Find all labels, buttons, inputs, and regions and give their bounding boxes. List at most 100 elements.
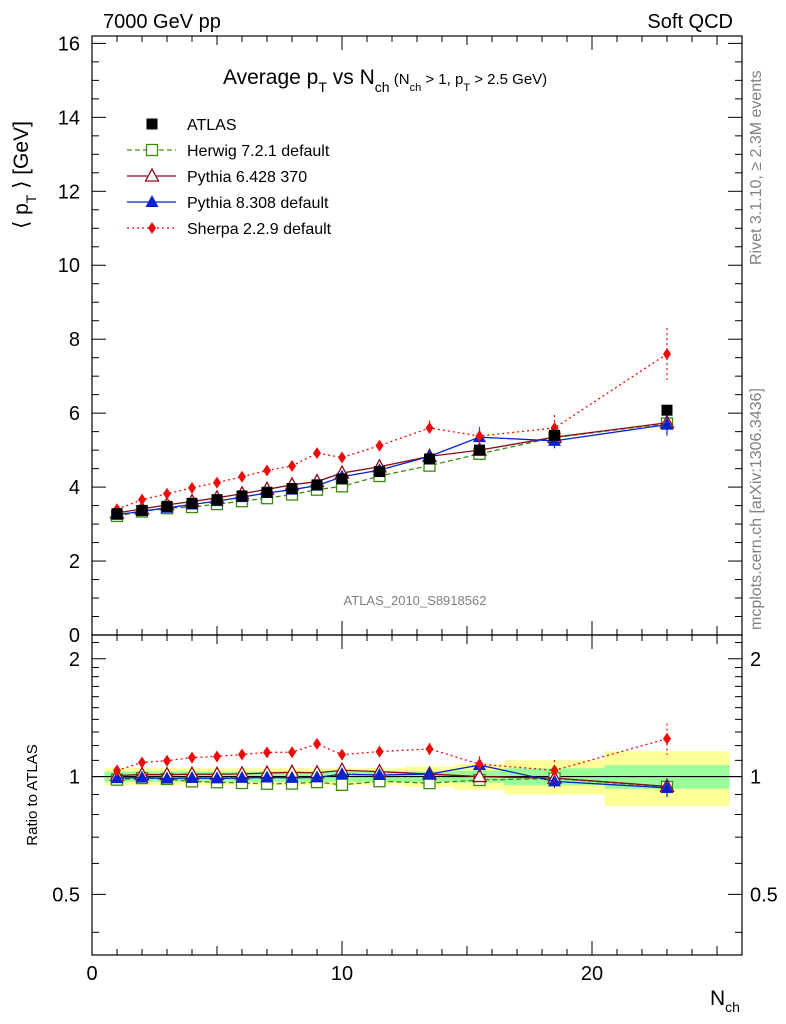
- legend-marker: [145, 195, 159, 207]
- legend-label: ATLAS: [187, 117, 237, 134]
- legend-marker: [145, 143, 159, 157]
- series-3-point: [213, 476, 221, 489]
- series-3-point: [663, 347, 671, 360]
- series-3-ratio-point: [475, 758, 484, 771]
- ratio-plot-area: 0 10 20 0.5 0.5 1 1 2 2: [52, 634, 778, 985]
- legend-entry: ATLAS: [146, 117, 237, 134]
- y-tick-label: 6: [69, 403, 80, 425]
- y-tick-label: 0: [69, 625, 80, 647]
- legend-entry: Pythia 8.308 default: [127, 195, 329, 212]
- y-tick-label: 2: [69, 551, 80, 573]
- atlas-data-point: [474, 444, 485, 456]
- series-3-point: [475, 430, 484, 443]
- series-3-ratio-point: [213, 750, 221, 763]
- series-3-ratio-point: [425, 742, 434, 755]
- series-2-ratio-point: [110, 771, 124, 784]
- atlas-data-point: [261, 486, 273, 498]
- ratio-frame: [91, 634, 743, 956]
- series-2-ratio-point: [235, 770, 249, 783]
- y-tick-label: 12: [58, 181, 80, 203]
- atlas-data-point: [311, 479, 323, 491]
- atlas-data-point: [336, 473, 348, 485]
- ratio-tick-label-left: 2: [69, 649, 80, 671]
- series-3-point: [238, 470, 246, 483]
- series-3-point: [188, 481, 196, 494]
- series-3-ratio-point: [550, 764, 559, 777]
- series-3-point: [375, 439, 384, 452]
- series-2-ratio-point: [373, 768, 386, 781]
- atlas-data-point: [136, 504, 148, 516]
- series-3-point: [263, 464, 271, 477]
- ratio-tick-label-right: 1: [750, 767, 761, 789]
- series-1-ratio-point: [471, 768, 488, 783]
- y-tick-label: 8: [69, 329, 80, 351]
- x-tick-label: 10: [331, 963, 353, 985]
- series-3-point: [425, 421, 434, 434]
- atlas-data-point: [236, 490, 248, 502]
- series-2-ratio-point: [310, 770, 324, 783]
- series-3-ratio-point: [338, 748, 346, 761]
- series-2-ratio-point: [185, 771, 199, 784]
- legend-label: Herwig 7.2.1 default: [187, 143, 330, 160]
- series-2-ratio-point: [423, 767, 436, 780]
- legend-entry: Pythia 6.428 370: [127, 167, 307, 186]
- series-3-ratio-point: [163, 754, 171, 767]
- ratio-tick-label-left: 0.5: [52, 884, 80, 906]
- atlas-data-point: [211, 494, 223, 506]
- atlas-data-point: [549, 429, 560, 441]
- analysis-watermark: ATLAS_2010_S8918562: [344, 593, 487, 608]
- series-3-point: [288, 460, 296, 473]
- ratio-tick-label-right: 2: [750, 649, 761, 671]
- series-3-ratio-point: [113, 764, 121, 777]
- series-2-ratio-point: [260, 770, 274, 783]
- series-3-ratio-point: [188, 751, 196, 764]
- atlas-data-point: [111, 508, 123, 520]
- y-tick-label: 4: [69, 477, 80, 499]
- ratio-tick-label-right: 0.5: [750, 884, 778, 906]
- chart-title: Average pT vs Nch (Nch > 1, pT > 2.5 GeV…: [223, 66, 547, 95]
- legend-marker: [144, 167, 160, 182]
- side-text-mcplots: mcplots.cern.ch [arXiv:1306.3436]: [748, 388, 765, 630]
- series-2-ratio-point: [210, 771, 224, 784]
- header-left: 7000 GeV pp: [103, 11, 221, 33]
- x-tick-label: 0: [86, 963, 97, 985]
- legend-entry: Sherpa 2.2.9 default: [127, 221, 332, 238]
- atlas-data-point: [186, 497, 198, 509]
- series-2-ratio-point: [135, 770, 149, 783]
- legend-label: Sherpa 2.2.9 default: [187, 221, 332, 238]
- atlas-data-point: [424, 453, 435, 465]
- series-2-ratio-point: [660, 780, 674, 793]
- atlas-data-point: [374, 466, 385, 478]
- y-tick-label: 10: [58, 255, 80, 277]
- series-2-ratio-point: [335, 767, 349, 780]
- y-tick-label: 14: [58, 107, 80, 129]
- series-0-line: [116, 422, 668, 517]
- side-text-rivet: Rivet 3.1.10, ≥ 2.3M events: [748, 70, 765, 265]
- series-3-point: [163, 487, 171, 500]
- atlas-data-point: [661, 404, 673, 416]
- ratio-y-axis-label: Ratio to ATLAS: [24, 744, 41, 845]
- series-3-point: [338, 451, 346, 464]
- series-3-point: [313, 447, 321, 460]
- series-3-ratio-point: [138, 756, 146, 769]
- y-axis-label: ⟨ pT ⟩ [GeV]: [10, 121, 39, 229]
- series-2-line: [116, 423, 668, 516]
- x-tick-label: 20: [581, 963, 603, 985]
- legend: ATLAS Herwig 7.2.1 default Pythia 6.428 37…: [127, 117, 332, 238]
- series-3-ratio-point: [288, 746, 296, 759]
- series-3-ratio-point: [375, 745, 384, 758]
- series-2-ratio-point: [160, 771, 174, 784]
- header-right: Soft QCD: [647, 11, 733, 33]
- series-3-ratio-point: [663, 732, 671, 745]
- y-tick-label: 16: [58, 33, 80, 55]
- x-axis-label: Nch: [710, 987, 740, 1015]
- series-3-ratio-point: [238, 748, 246, 761]
- series-3-point: [138, 493, 146, 506]
- series-3-ratio-point: [263, 746, 271, 759]
- series-0-ratio-line: [116, 777, 668, 788]
- legend-marker: [146, 118, 158, 130]
- series-3-line: [116, 353, 668, 510]
- series-3-ratio-point: [313, 737, 321, 750]
